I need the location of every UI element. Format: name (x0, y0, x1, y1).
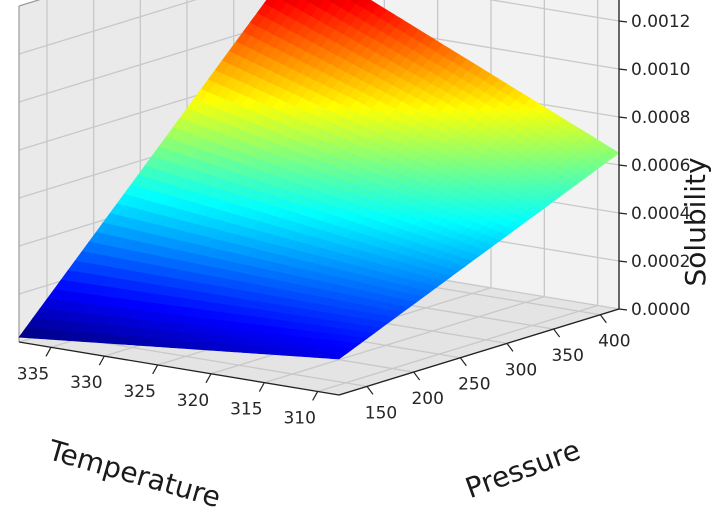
z-tick-label: 0.0000 (631, 300, 690, 320)
x-tick-label: 330 (70, 373, 102, 393)
z-tick-label: 0.0008 (631, 108, 690, 128)
y-tick-mark (506, 343, 514, 352)
y-tick-mark (413, 371, 421, 381)
y-tick-mark (366, 386, 374, 395)
z-axis-label: Solubility (679, 157, 712, 286)
z-tick-mark (618, 212, 628, 215)
z-tick-label: 0.0012 (631, 12, 690, 32)
y-axis-label: Pressure (461, 433, 585, 505)
grid-line (264, 296, 545, 384)
y-tick-label: 200 (411, 389, 443, 409)
y-tick-mark (599, 314, 607, 324)
x-tick-mark (205, 373, 212, 384)
surface-patch (330, 352, 347, 360)
z-tick-label: 0.0002 (631, 252, 690, 272)
y-tick-label: 350 (551, 346, 583, 366)
z-tick-mark (618, 308, 628, 311)
y-tick-label: 150 (365, 403, 397, 423)
z-tick-mark (618, 20, 628, 23)
z-tick-label: 0.0010 (631, 60, 690, 80)
grid-line (317, 304, 598, 393)
x-tick-label: 310 (283, 409, 315, 429)
x-axis-label: Temperature (44, 433, 225, 514)
x-tick-label: 320 (177, 391, 209, 411)
x-tick-mark (258, 382, 265, 392)
y-tick-label: 400 (598, 332, 630, 352)
z-tick-label: 0.0006 (631, 156, 690, 176)
z-tick-mark (618, 164, 628, 167)
surface-plot (18, 0, 620, 360)
tick-labels: 3103153203253303351502002503003504000.00… (17, 12, 691, 429)
y-tick-label: 300 (505, 360, 537, 380)
x-tick-mark (98, 355, 105, 366)
x-tick-mark (312, 391, 319, 401)
z-tick-label: 0.0004 (631, 204, 690, 224)
axes-lines (18, 0, 628, 401)
x-tick-label: 315 (230, 400, 262, 420)
y-tick-label: 250 (458, 375, 490, 395)
x-axis-line (18, 341, 340, 396)
grid-line (18, 0, 620, 55)
y-axis-line (338, 308, 620, 396)
z-tick-mark (618, 260, 628, 263)
x-tick-label: 335 (17, 364, 49, 384)
z-tick-mark (618, 68, 628, 71)
x-tick-mark (152, 364, 159, 375)
x-tick-mark (45, 347, 52, 357)
y-tick-mark (553, 328, 561, 338)
x-tick-label: 325 (123, 382, 155, 402)
y-tick-mark (459, 357, 467, 367)
z-tick-mark (618, 116, 628, 119)
